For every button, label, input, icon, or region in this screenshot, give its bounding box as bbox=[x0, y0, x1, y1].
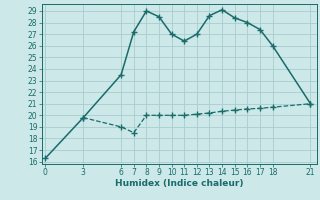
X-axis label: Humidex (Indice chaleur): Humidex (Indice chaleur) bbox=[115, 179, 244, 188]
